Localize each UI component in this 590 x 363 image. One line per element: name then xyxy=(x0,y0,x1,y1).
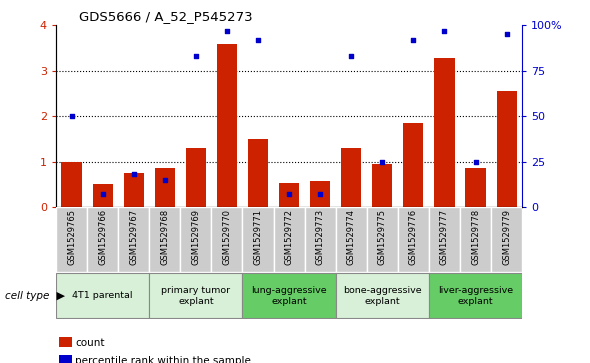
Text: primary tumor
explant: primary tumor explant xyxy=(161,286,231,306)
Text: GSM1529778: GSM1529778 xyxy=(471,209,480,265)
Text: 4T1 parental: 4T1 parental xyxy=(73,291,133,300)
Text: GSM1529777: GSM1529777 xyxy=(440,209,449,265)
Point xyxy=(191,53,201,59)
Bar xyxy=(242,207,274,272)
Bar xyxy=(304,207,336,272)
Bar xyxy=(336,207,367,272)
Text: ▶: ▶ xyxy=(53,291,65,301)
Bar xyxy=(149,273,242,318)
Bar xyxy=(56,273,149,318)
Text: GSM1529776: GSM1529776 xyxy=(409,209,418,265)
Bar xyxy=(429,273,522,318)
Bar xyxy=(279,183,299,207)
Bar xyxy=(211,207,242,272)
Bar xyxy=(497,91,517,207)
Text: GSM1529771: GSM1529771 xyxy=(254,209,263,265)
Bar xyxy=(341,148,361,207)
Bar xyxy=(242,273,336,318)
Text: GSM1529775: GSM1529775 xyxy=(378,209,387,265)
Text: bone-aggressive
explant: bone-aggressive explant xyxy=(343,286,422,306)
Text: GSM1529766: GSM1529766 xyxy=(98,209,107,265)
Bar xyxy=(310,180,330,207)
Point xyxy=(502,32,512,37)
Bar xyxy=(372,164,392,207)
Bar xyxy=(491,207,522,272)
Bar xyxy=(149,207,181,272)
Bar xyxy=(336,273,429,318)
Text: GSM1529772: GSM1529772 xyxy=(284,209,294,265)
Point xyxy=(316,191,325,197)
Bar xyxy=(404,123,424,207)
Point xyxy=(67,113,76,119)
Text: GSM1529769: GSM1529769 xyxy=(191,209,201,265)
Bar xyxy=(217,44,237,207)
Point xyxy=(98,191,107,197)
Point xyxy=(346,53,356,59)
Point xyxy=(160,177,169,183)
Bar xyxy=(398,207,429,272)
Bar xyxy=(87,207,118,272)
Bar xyxy=(429,207,460,272)
Bar xyxy=(186,148,206,207)
Point xyxy=(253,37,263,43)
Point xyxy=(284,191,294,197)
Point xyxy=(471,159,480,164)
Text: GSM1529779: GSM1529779 xyxy=(502,209,511,265)
Point xyxy=(129,171,139,177)
Bar xyxy=(61,162,81,207)
Text: GSM1529774: GSM1529774 xyxy=(347,209,356,265)
Bar xyxy=(466,168,486,207)
Point xyxy=(440,28,449,34)
Point xyxy=(409,37,418,43)
Bar xyxy=(118,207,149,272)
Text: lung-aggressive
explant: lung-aggressive explant xyxy=(251,286,327,306)
Text: cell type: cell type xyxy=(5,291,53,301)
Text: count: count xyxy=(75,338,104,348)
Bar xyxy=(274,207,304,272)
Text: GDS5666 / A_52_P545273: GDS5666 / A_52_P545273 xyxy=(79,10,253,23)
Bar xyxy=(181,207,211,272)
Text: GSM1529773: GSM1529773 xyxy=(316,209,325,265)
Text: GSM1529767: GSM1529767 xyxy=(129,209,138,265)
Text: GSM1529765: GSM1529765 xyxy=(67,209,76,265)
Point xyxy=(378,159,387,164)
Bar xyxy=(434,58,454,207)
Bar xyxy=(460,207,491,272)
Text: GSM1529768: GSM1529768 xyxy=(160,209,169,265)
Bar xyxy=(367,207,398,272)
Bar xyxy=(56,207,87,272)
Text: percentile rank within the sample: percentile rank within the sample xyxy=(75,356,251,363)
Text: liver-aggressive
explant: liver-aggressive explant xyxy=(438,286,513,306)
Bar xyxy=(155,168,175,207)
Point xyxy=(222,28,232,34)
Bar xyxy=(93,184,113,207)
Bar xyxy=(124,173,144,207)
Bar xyxy=(248,139,268,207)
Text: GSM1529770: GSM1529770 xyxy=(222,209,231,265)
